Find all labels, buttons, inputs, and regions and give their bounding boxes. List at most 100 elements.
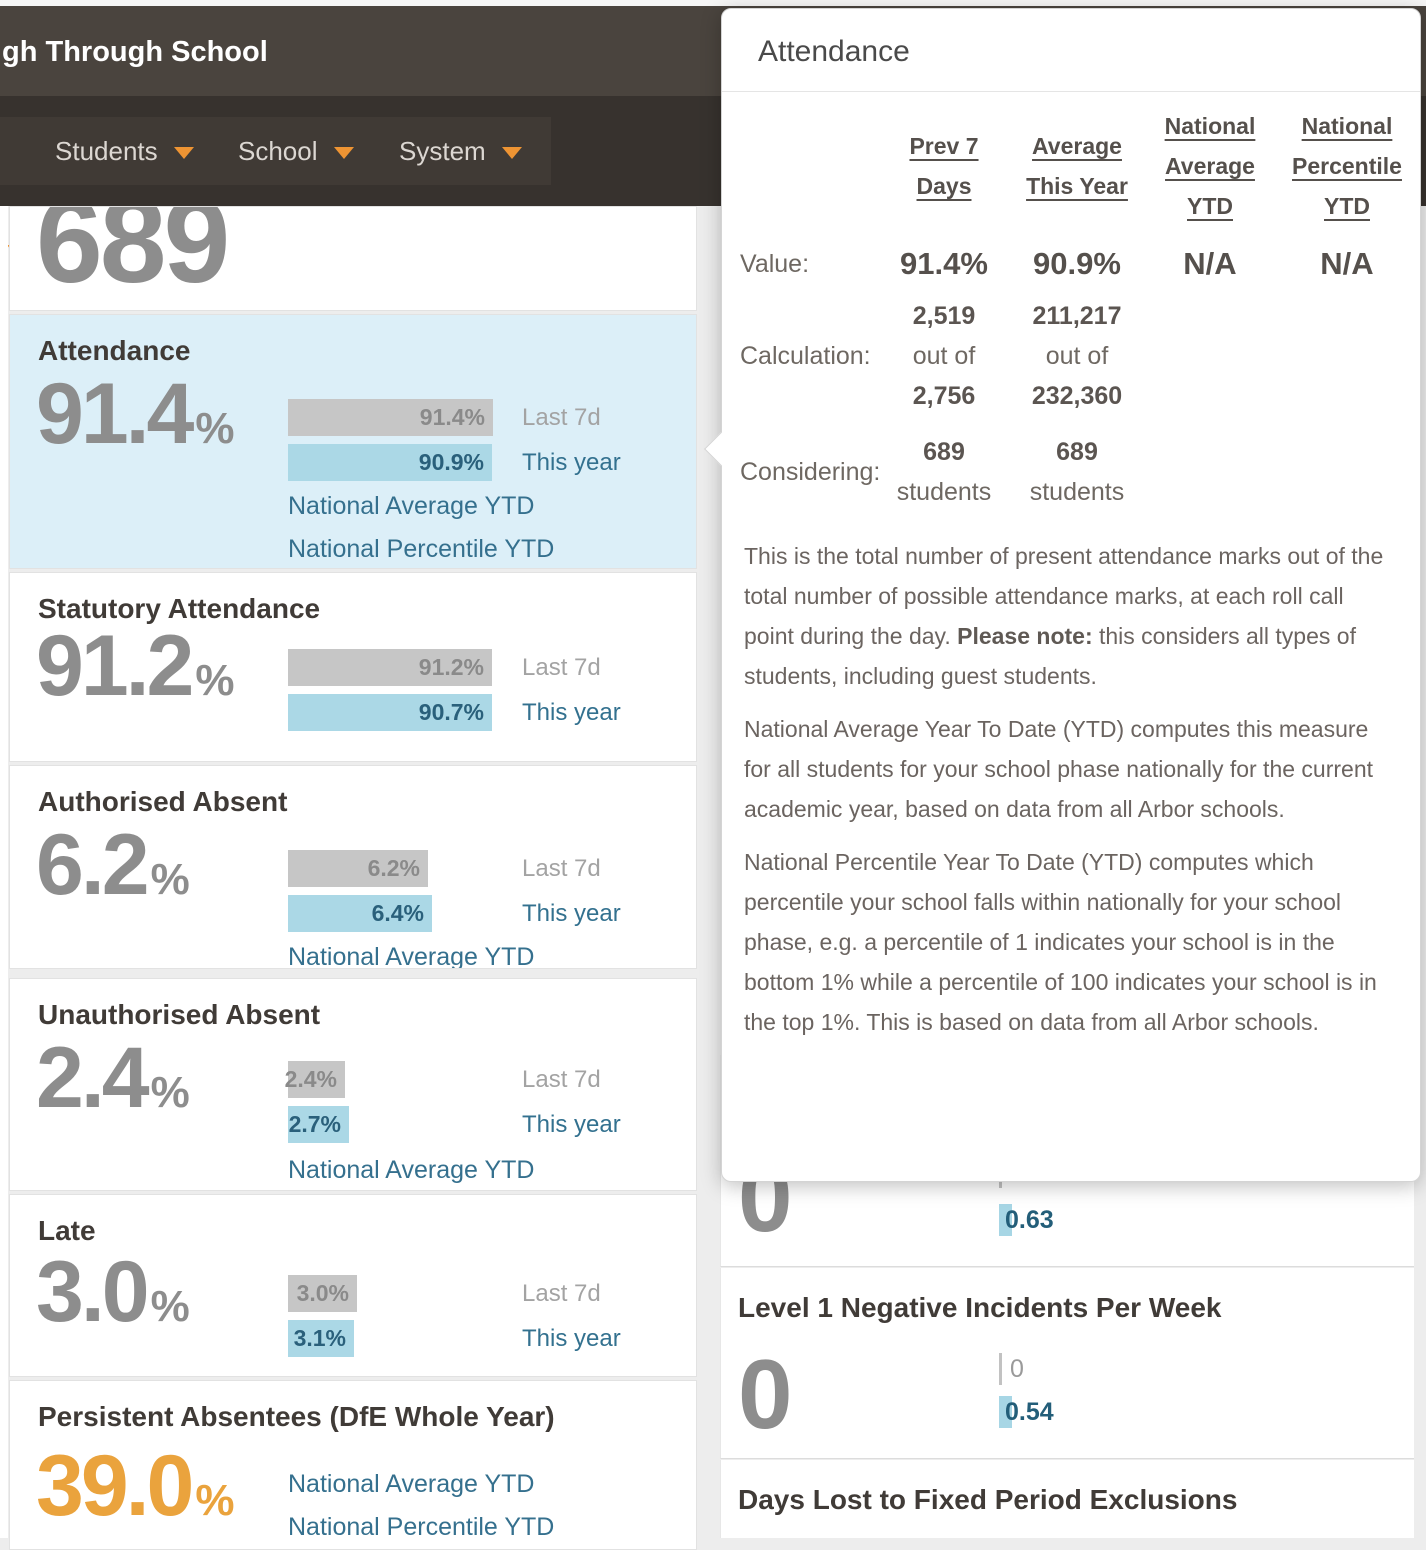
metric-bars: 3.0% Last 7d 3.1% This year	[288, 1275, 696, 1357]
nav-item-label: System	[399, 135, 486, 166]
metric-card-unauthorised-absent[interactable]: Unauthorised Absent 2.4% 2.4% Last 7d 2.…	[9, 978, 697, 1191]
bar-value-label: 0	[1010, 1355, 1024, 1383]
bar-caption-thisyear[interactable]: This year	[522, 449, 621, 476]
calculation-thisyear: 211,217 out of 232,360	[1031, 302, 1123, 410]
link-national-percentile-ytd[interactable]: National Percentile YTD	[288, 535, 555, 563]
bar-thisyear	[999, 1204, 1012, 1236]
description-paragraph: National Percentile Year To Date (YTD) c…	[744, 849, 1377, 1035]
bar-thisyear: 90.9%	[288, 444, 492, 481]
column-national-average-ytd: National Average YTD	[1164, 113, 1256, 219]
metric-bars: 91.2% Last 7d 90.7% This year	[288, 649, 696, 731]
bar-value-label: 2.7%	[288, 1111, 341, 1137]
bar-thisyear	[999, 1396, 1012, 1428]
bar-last7d: 6.2%	[288, 850, 428, 887]
metric-links: National Average YTD National Percentile…	[288, 491, 554, 564]
metric-value: 689	[36, 206, 230, 308]
bar-value-label: 90.7%	[418, 699, 484, 725]
link-national-percentile-ytd[interactable]: National Percentile YTD	[288, 1513, 555, 1541]
popover-table-header: Prev 7 Days Average This Year National A…	[722, 106, 1420, 226]
metric-value: 2.4%	[36, 1030, 190, 1126]
popover-value-row: Value: 91.4% 90.9% N/A N/A	[722, 246, 1420, 282]
description-paragraph: National Average Year To Date (YTD) comp…	[744, 716, 1374, 822]
considering-prev7: 689 students	[896, 438, 992, 506]
bar-caption-thisyear[interactable]: This year	[522, 1325, 621, 1352]
bar-value-label: 3.1%	[293, 1325, 346, 1351]
metric-title: Days Lost to Fixed Period Exclusions	[738, 1484, 1238, 1515]
popover-title: Attendance	[722, 9, 1420, 92]
bar-caption-thisyear[interactable]: This year	[522, 900, 621, 927]
metric-card-student-count[interactable]: 689	[9, 206, 697, 311]
bar-value-label: 90.9%	[418, 449, 484, 475]
metric-card-statutory-attendance[interactable]: Statutory Attendance 91.2% 91.2% Last 7d…	[9, 572, 697, 762]
metric-title: Unauthorised Absent	[38, 999, 321, 1030]
link-national-average-ytd[interactable]: National Average YTD	[288, 1470, 535, 1498]
link-national-average-ytd[interactable]: National Average YTD	[288, 1156, 535, 1184]
bar-value-label: 6.4%	[371, 900, 424, 926]
bar-thisyear: 2.7%	[288, 1106, 349, 1143]
metric-value: 91.2%	[36, 618, 235, 714]
metric-card-days-lost-exclusions[interactable]: Days Lost to Fixed Period Exclusions	[720, 1460, 1414, 1538]
bar-thisyear: 3.1%	[288, 1320, 354, 1357]
bar-value-label: 0.54	[1005, 1398, 1054, 1426]
metric-card-authorised-absent[interactable]: Authorised Absent 6.2% 6.2% Last 7d 6.4%…	[9, 765, 697, 969]
bar-value-label: 91.2%	[418, 654, 484, 680]
row-label: Value:	[740, 249, 810, 278]
chevron-down-icon	[333, 147, 354, 159]
zero-bar-tick	[999, 1353, 1002, 1385]
metric-title: Level 1 Negative Incidents Per Week	[738, 1292, 1222, 1323]
bar-caption-last7d: Last 7d	[522, 855, 601, 882]
column-national-percentile-ytd: National Percentile YTD	[1292, 113, 1402, 219]
school-title: gh Through School	[2, 36, 268, 68]
metric-value: 6.2%	[36, 817, 190, 913]
column-prev-7-days: Prev 7 Days	[909, 133, 979, 199]
metric-card-attendance[interactable]: Attendance 91.4% 91.4% Last 7d 90.9% Thi…	[9, 314, 697, 569]
metric-bars: 6.2% Last 7d 6.4% This year	[288, 850, 696, 932]
metric-title: Authorised Absent	[38, 786, 288, 817]
bar-caption-thisyear[interactable]: This year	[522, 699, 621, 726]
metric-card-persistent-absentees[interactable]: Persistent Absentees (DfE Whole Year) 39…	[9, 1380, 697, 1550]
metric-value: 3.0%	[36, 1244, 190, 1340]
nav-highlight-band	[0, 117, 551, 185]
popover-calculation-row: Calculation: 2,519 out of 2,756 211,217 …	[722, 296, 1420, 416]
nav-item-students[interactable]: Students	[55, 96, 194, 206]
chevron-down-icon	[173, 147, 194, 159]
bar-last7d: 91.2%	[288, 649, 492, 686]
metric-title: Attendance	[38, 335, 191, 366]
bar-caption-thisyear[interactable]: This year	[522, 1111, 621, 1138]
metric-links: National Average YTD	[288, 1155, 534, 1185]
bar-last7d: 3.0%	[288, 1275, 357, 1312]
metric-value: 91.4%	[36, 366, 235, 462]
bar-last7d: 91.4%	[288, 399, 493, 436]
bar-value-label: 0.63	[1005, 1206, 1054, 1234]
nav-item-label: School	[238, 135, 318, 166]
metric-links: National Average YTD	[288, 942, 535, 969]
metric-row-last7d: 0 Last 7d	[999, 1353, 1399, 1387]
metric-title: Late	[38, 1215, 96, 1246]
link-national-average-ytd[interactable]: National Average YTD	[288, 492, 535, 520]
left-edge-strip	[0, 206, 8, 1538]
row-label: Calculation:	[740, 341, 871, 370]
nav-item-label: Students	[55, 135, 158, 166]
chevron-down-icon	[501, 147, 522, 159]
metric-card-level1-negative-incidents[interactable]: Level 1 Negative Incidents Per Week 0 0 …	[720, 1268, 1414, 1459]
nav-item-school[interactable]: School	[238, 96, 354, 206]
metric-title: Persistent Absentees (DfE Whole Year)	[38, 1401, 555, 1432]
value-prev7: 91.4%	[900, 246, 988, 281]
metric-row-thisyear: 0.54 This year	[999, 1396, 1399, 1430]
metric-bars: 91.4% Last 7d 90.9% This year	[288, 399, 696, 481]
description-paragraph: This is the total number of present atte…	[744, 543, 1384, 689]
metric-card-late[interactable]: Late 3.0% 3.0% Last 7d 3.1% This year	[9, 1194, 697, 1377]
bar-caption-last7d: Last 7d	[522, 1280, 601, 1307]
bar-last7d: 2.4%	[284, 1061, 345, 1098]
bar-value-label: 2.4%	[284, 1066, 337, 1092]
value-national-percentile: N/A	[1320, 246, 1374, 281]
bar-thisyear: 6.4%	[288, 895, 432, 932]
considering-thisyear: 689 students	[1029, 438, 1125, 506]
link-national-average-ytd[interactable]: National Average YTD	[288, 943, 535, 969]
bar-value-label: 3.0%	[296, 1280, 349, 1306]
bar-caption-last7d: Last 7d	[522, 404, 601, 431]
metric-row-thisyear: 0.63 This year	[999, 1204, 1399, 1238]
nav-item-system[interactable]: System	[399, 96, 522, 206]
bar-value-label: 6.2%	[367, 855, 420, 881]
bar-caption-last7d: Last 7d	[522, 1066, 601, 1093]
